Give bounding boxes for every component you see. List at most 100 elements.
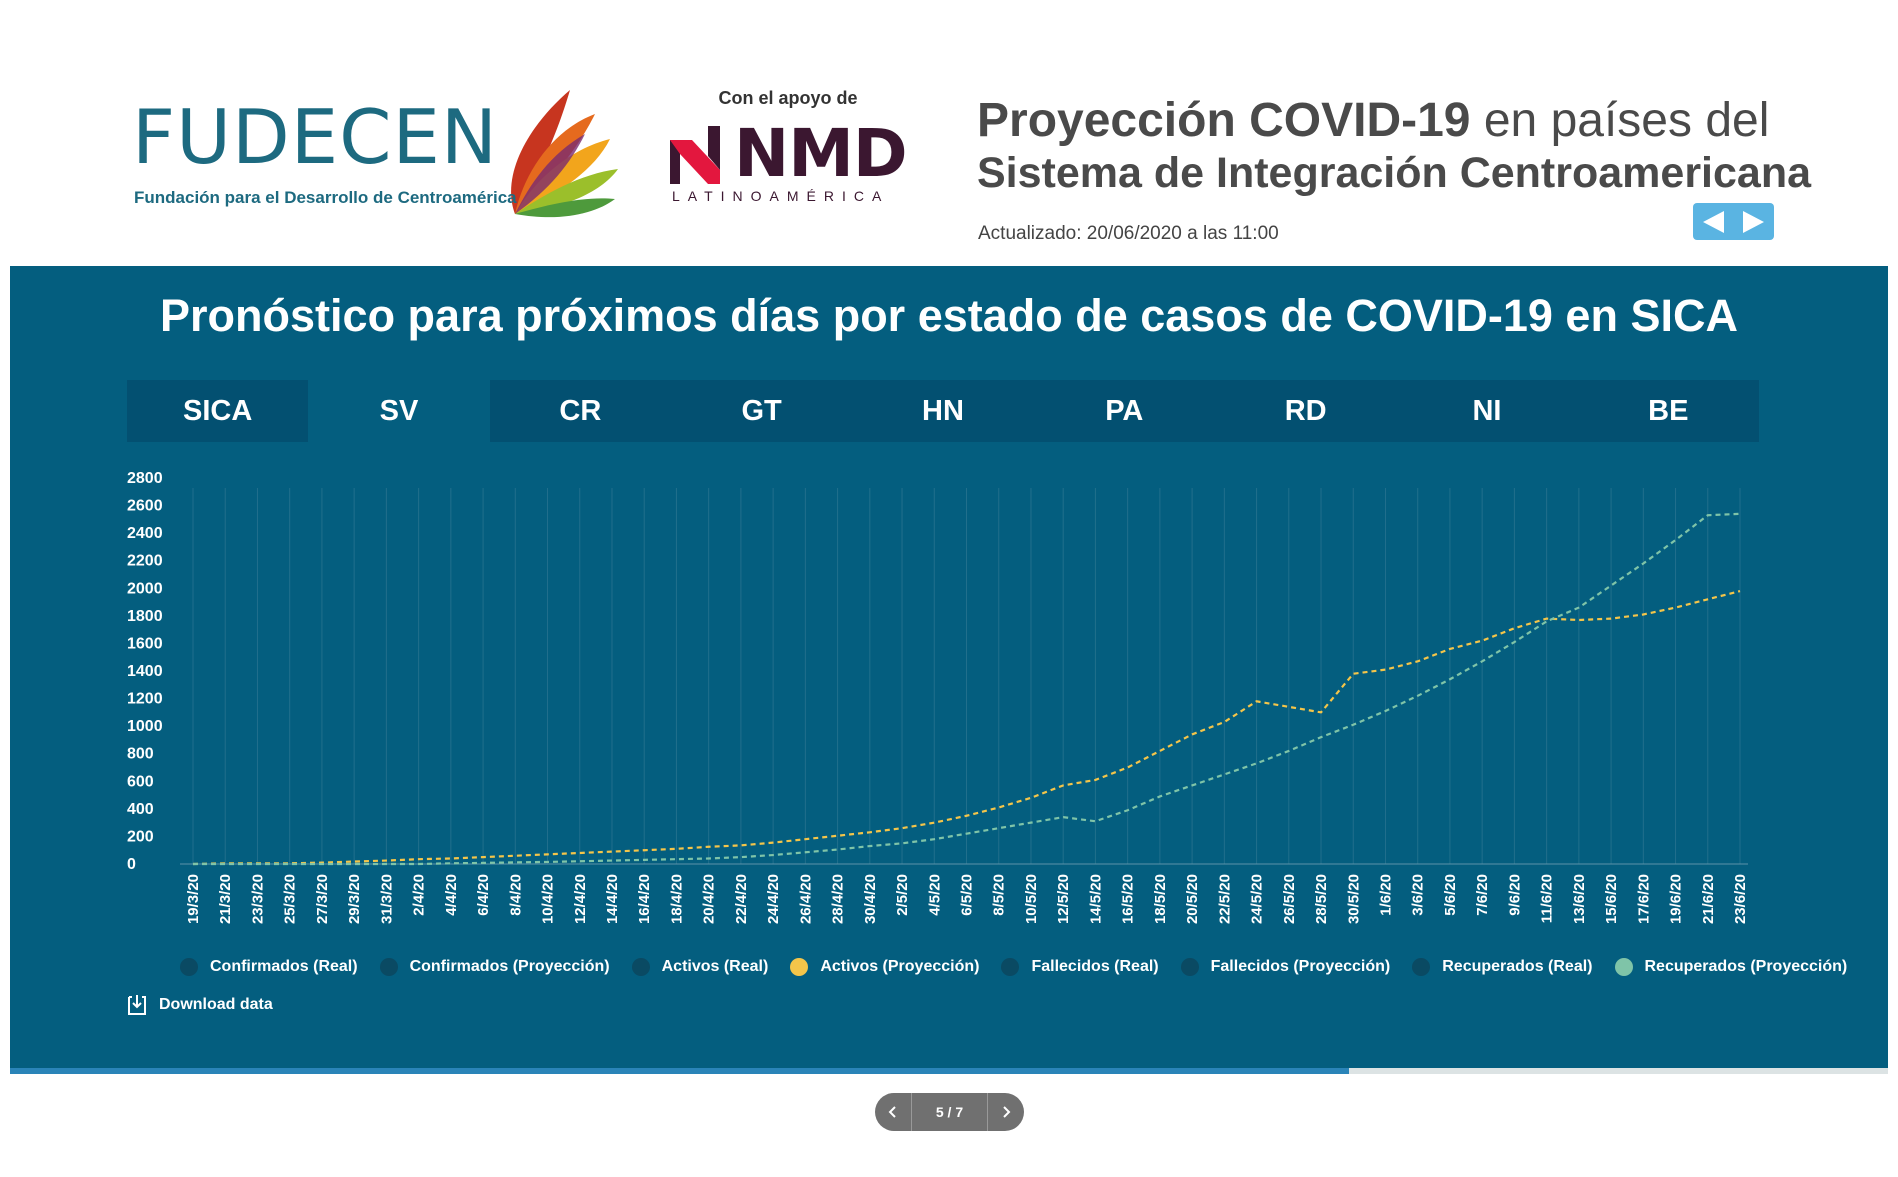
- fudecen-wordmark: FUDECEN: [132, 93, 499, 181]
- legend-item[interactable]: Fallecidos (Proyección): [1180, 958, 1390, 976]
- tab-ni[interactable]: NI: [1396, 380, 1577, 442]
- prev-slide-button[interactable]: [1693, 203, 1733, 240]
- tab-label: CR: [559, 394, 602, 427]
- chevron-right-icon: [1003, 1106, 1011, 1118]
- page-title-rest: en países del: [1470, 94, 1770, 147]
- tab-sv[interactable]: SV: [308, 380, 490, 442]
- legend-label: Fallecidos (Real): [1031, 958, 1159, 975]
- legend-item[interactable]: Recuperados (Real): [1412, 958, 1593, 976]
- x-tick-label: 6/4/20: [475, 874, 492, 916]
- legend-label: Recuperados (Real): [1442, 958, 1593, 975]
- legend-item[interactable]: Confirmados (Proyección): [379, 958, 610, 976]
- x-tick-label: 26/5/20: [1281, 874, 1298, 924]
- x-tick-label: 29/3/20: [346, 874, 363, 924]
- x-tick-label: 23/3/20: [249, 874, 266, 924]
- x-tick-label: 15/6/20: [1603, 874, 1620, 924]
- legend-swatch: [790, 958, 809, 976]
- next-slide-button[interactable]: [1734, 203, 1774, 240]
- updated-timestamp: Actualizado: 20/06/2020 a las 11:00: [978, 223, 1279, 244]
- x-tick-label: 16/4/20: [636, 874, 653, 924]
- legend-label: Activos (Proyección): [820, 958, 980, 975]
- legend-label: Recuperados (Proyección): [1644, 958, 1848, 975]
- nmd-n-mark-icon: [670, 126, 720, 184]
- x-tick-label: 10/5/20: [1023, 874, 1040, 924]
- tab-label: BE: [1648, 394, 1689, 427]
- y-tick-label: 2800: [127, 470, 163, 487]
- series-line: [193, 512, 1741, 866]
- y-tick-label: 0: [127, 856, 136, 873]
- tab-cr[interactable]: CR: [490, 380, 671, 442]
- legend-item[interactable]: Activos (Real): [631, 958, 769, 976]
- pager-next-button[interactable]: [988, 1093, 1024, 1131]
- nmd-wordmark: NMD: [734, 115, 908, 192]
- x-tick-label: 30/5/20: [1345, 874, 1362, 924]
- legend-swatch: [1001, 958, 1020, 976]
- download-icon: [128, 995, 146, 1015]
- x-tick-label: 22/5/20: [1216, 874, 1233, 924]
- legend-label: Confirmados (Real): [210, 958, 358, 975]
- x-tick-label: 31/3/20: [378, 874, 395, 924]
- legend-item[interactable]: Activos (Proyección): [790, 958, 979, 976]
- page-title: Proyección COVID-19 en países del: [977, 92, 1769, 150]
- tab-label: GT: [741, 394, 782, 427]
- fudecen-logo: FUDECEN Fundación para el Desarrollo de …: [132, 90, 622, 222]
- x-tick-label: 12/5/20: [1055, 874, 1072, 924]
- x-tick-label: 28/4/20: [830, 874, 847, 924]
- x-tick-label: 4/5/20: [926, 874, 943, 916]
- forecast-line-chart: 0 200 400 600 800 1000 1200 1400 1600 1800 2000 220…: [127, 470, 1749, 924]
- download-data-button[interactable]: Download data: [127, 994, 273, 1016]
- tab-hn[interactable]: HN: [852, 380, 1033, 442]
- legend-swatch: [180, 958, 198, 976]
- x-tick-label: 18/5/20: [1152, 874, 1169, 924]
- nmd-subtitle: LATINOAMÉRICA: [672, 188, 890, 204]
- support-text: Con el apoyo de: [718, 88, 858, 108]
- y-tick-label: 1800: [127, 608, 163, 625]
- x-tick-label: 6/5/20: [959, 874, 976, 916]
- legend-swatch: [1180, 958, 1199, 976]
- tab-pa[interactable]: PA: [1034, 380, 1215, 442]
- legend-item[interactable]: Fallecidos (Real): [1001, 958, 1159, 976]
- pager-counter: 5 / 7: [911, 1093, 988, 1131]
- x-tick-label: 1/6/20: [1377, 874, 1394, 916]
- slide-nav-arrows: [1693, 203, 1774, 240]
- y-tick-label: 2000: [127, 580, 163, 597]
- tab-gt[interactable]: GT: [671, 380, 852, 442]
- page-title-line2: Sistema de Integración Centroamericana: [977, 149, 1812, 197]
- y-tick-label: 200: [127, 828, 154, 845]
- x-tick-label: 27/3/20: [314, 874, 331, 924]
- x-tick-label: 19/3/20: [185, 874, 202, 924]
- x-tick-label: 12/4/20: [572, 874, 589, 924]
- x-tick-label: 3/6/20: [1410, 874, 1427, 916]
- y-tick-label: 1000: [127, 718, 163, 735]
- x-tick-label: 4/4/20: [443, 874, 460, 916]
- x-tick-label: 20/4/20: [701, 874, 718, 924]
- pager-prev-button[interactable]: [875, 1093, 911, 1131]
- series-line: [192, 589, 1741, 866]
- leaf-fan-icon: [511, 90, 618, 218]
- legend-swatch: [631, 958, 650, 976]
- x-tick-label: 20/5/20: [1184, 874, 1201, 924]
- slide-pager: 5 / 7: [875, 1093, 1024, 1131]
- legend-item[interactable]: Confirmados (Real): [180, 958, 358, 976]
- tab-label: HN: [922, 394, 964, 427]
- triangle-right-icon: [1743, 210, 1764, 233]
- tab-label: SICA: [183, 394, 253, 427]
- x-tick-label: 23/6/20: [1732, 874, 1749, 924]
- legend-label: Activos (Real): [661, 958, 769, 975]
- x-tick-label: 14/5/20: [1087, 874, 1104, 924]
- fudecen-subtitle: Fundación para el Desarrollo de Centroam…: [134, 188, 517, 207]
- tab-sica[interactable]: SICA: [127, 380, 308, 442]
- y-tick-label: 2200: [127, 553, 163, 570]
- nmd-logo: NMD LATINOAMÉRICA: [670, 118, 908, 204]
- y-tick-label: 600: [127, 773, 154, 790]
- chart-legend: Confirmados (Real) Confirmados (Proyecci…: [180, 958, 1869, 976]
- tab-be[interactable]: BE: [1578, 380, 1759, 442]
- x-tick-label: 24/5/20: [1249, 874, 1266, 924]
- y-tick-label: 1600: [127, 635, 163, 652]
- legend-item[interactable]: Recuperados (Proyección): [1614, 958, 1848, 976]
- x-tick-label: 25/3/20: [282, 874, 299, 924]
- x-tick-label: 19/6/20: [1668, 874, 1685, 924]
- panel-title: Pronóstico para próximos días por estado…: [160, 290, 1738, 341]
- x-tick-label: 26/4/20: [797, 874, 814, 924]
- tab-rd[interactable]: RD: [1215, 380, 1396, 442]
